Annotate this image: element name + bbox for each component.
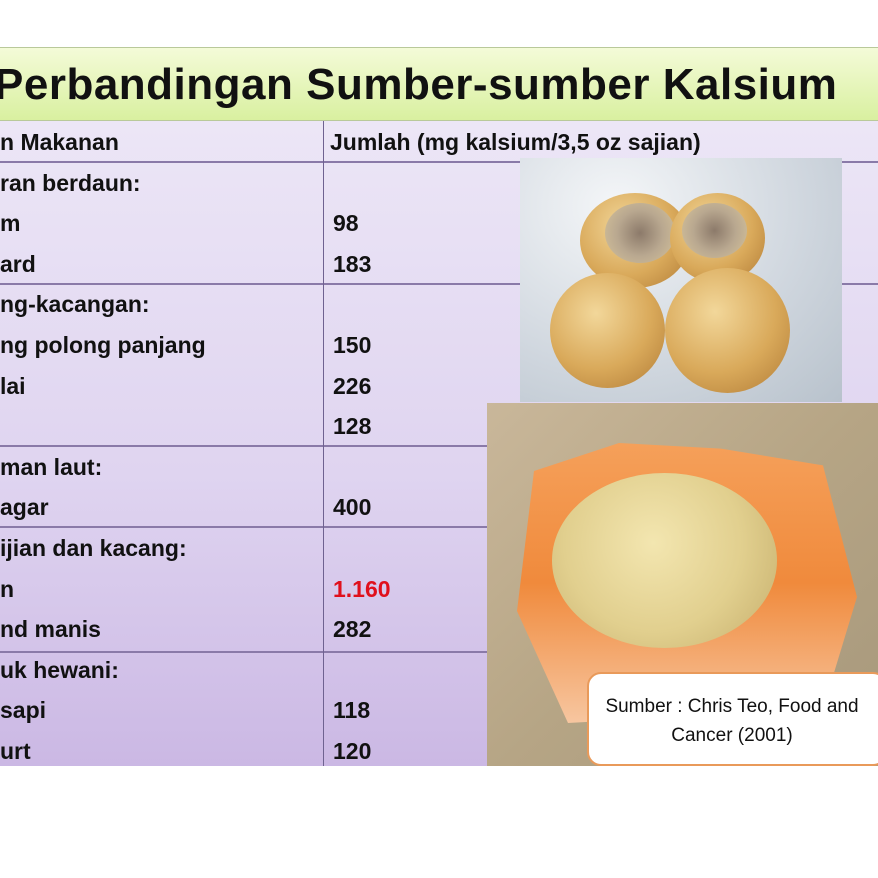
table-row: lai 226 xyxy=(0,365,878,406)
divider xyxy=(0,161,878,163)
amount-cell: 282 xyxy=(333,616,372,643)
food-cell: lai xyxy=(0,372,26,399)
food-cell: ng polong panjang xyxy=(0,332,206,358)
food-cell: ran berdaun: xyxy=(0,169,141,196)
amount-cell: 120 xyxy=(333,738,372,764)
sesame-ball xyxy=(550,273,665,388)
onde-onde-photo-cut xyxy=(520,158,842,402)
divider xyxy=(0,283,878,285)
table-row: man laut: xyxy=(0,446,878,487)
slide-title: Perbandingan Sumber-sumber Kalsium xyxy=(0,60,838,109)
table-row: ng-kacangan: xyxy=(0,283,878,324)
food-cell: ard xyxy=(0,250,36,277)
divider xyxy=(0,445,878,447)
food-cell: nd manis xyxy=(0,616,101,643)
food-cell: m xyxy=(0,210,21,237)
table-row: 128 xyxy=(0,405,878,446)
amount-cell: 98 xyxy=(333,210,359,237)
table-row: sapi 118 xyxy=(0,689,878,730)
table-row: m 98 xyxy=(0,202,878,243)
table-row: ard 183 xyxy=(0,243,878,284)
table-row: ng polong panjang 150 xyxy=(0,324,878,365)
food-cell: ng-kacangan: xyxy=(0,291,150,318)
sesame-ball xyxy=(552,473,777,648)
table-row: ijian dan kacang: xyxy=(0,527,878,568)
food-cell: ijian dan kacang: xyxy=(0,535,187,561)
food-cell: n xyxy=(0,575,15,602)
amount-cell: 128 xyxy=(333,413,372,440)
amount-cell: 400 xyxy=(333,494,372,521)
food-cell: uk hewani: xyxy=(0,656,119,683)
filling xyxy=(605,203,675,263)
table-row: agar 400 xyxy=(0,486,878,527)
header-amount: Jumlah (mg kalsium/3,5 oz sajian) xyxy=(330,129,701,155)
food-cell: sapi xyxy=(0,697,47,724)
header-food: n Makanan xyxy=(0,129,119,155)
title-bar: Perbandingan Sumber-sumber Kalsium xyxy=(0,47,878,121)
food-cell: man laut: xyxy=(0,453,103,480)
table-row: n 1.160 xyxy=(0,568,878,609)
divider xyxy=(0,651,878,653)
filling xyxy=(682,203,747,258)
column-divider xyxy=(323,121,324,766)
food-cell: urt xyxy=(0,738,31,764)
source-note: Sumber : Chris Teo, Food and Cancer (200… xyxy=(587,672,878,766)
sesame-ball xyxy=(665,268,790,393)
amount-cell: 118 xyxy=(333,697,371,724)
table-row: urt 120 xyxy=(0,730,878,771)
amount-cell: 1.160 xyxy=(333,575,391,602)
table-row: uk hewani: xyxy=(0,649,878,690)
amount-cell: 150 xyxy=(333,332,372,358)
amount-cell: 183 xyxy=(333,250,372,277)
table-row: ran berdaun: xyxy=(0,162,878,203)
divider xyxy=(0,526,878,528)
food-cell: agar xyxy=(0,494,49,521)
amount-cell: 226 xyxy=(333,372,372,399)
table-row: nd manis 282 xyxy=(0,608,878,649)
table-header-row: n Makanan Jumlah (mg kalsium/3,5 oz saji… xyxy=(0,121,878,162)
